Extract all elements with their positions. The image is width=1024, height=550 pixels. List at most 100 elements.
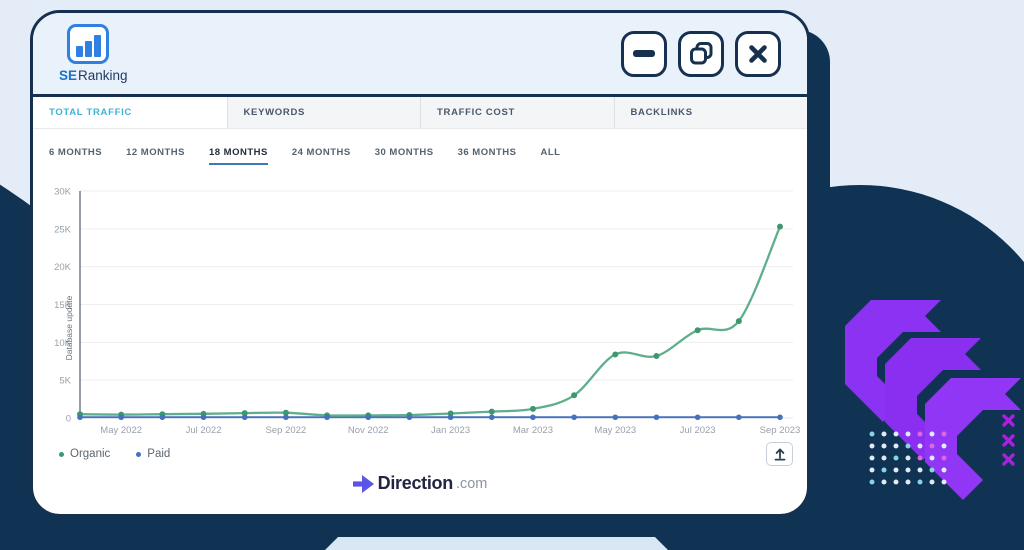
- window-controls: [621, 30, 781, 77]
- chevron-arrows-decor: [845, 300, 1021, 500]
- decor-dot: [917, 431, 923, 437]
- data-point: [200, 414, 207, 421]
- decor-dot: [881, 467, 887, 473]
- bar-chart-icon: [67, 24, 109, 64]
- data-point: [447, 414, 454, 421]
- brand-ranking: Ranking: [78, 68, 128, 83]
- footer-brand-name: Direction: [377, 473, 454, 493]
- data-point: [324, 414, 330, 421]
- decor-dot: [917, 443, 923, 449]
- dots-pattern: [869, 431, 947, 485]
- maximize-button[interactable]: [678, 30, 724, 77]
- decor-dot: [893, 455, 899, 461]
- organic-line: [79, 226, 782, 417]
- data-point: [283, 414, 289, 421]
- data-point: [571, 392, 578, 399]
- x-axis-label: May 2022: [100, 425, 142, 436]
- export-button[interactable]: [766, 442, 793, 466]
- legend-item-organic[interactable]: Organic: [59, 448, 110, 460]
- y-axis-label: 15K: [54, 300, 72, 311]
- data-point: [159, 414, 166, 421]
- decor-dot: [929, 455, 935, 461]
- decor-dot: [929, 479, 935, 485]
- filter-all[interactable]: ALL: [540, 147, 561, 158]
- decor-dot: [941, 455, 947, 461]
- data-point: [241, 414, 248, 421]
- decor-dot: [893, 467, 899, 473]
- bar: [93, 35, 101, 57]
- filter-bar: 6 MONTHS 12 MONTHS 18 MONTHS 24 MONTHS 30 MO…: [49, 147, 807, 171]
- filter-24-months[interactable]: 24 MONTHS: [291, 147, 351, 158]
- filter-6-months[interactable]: 6 MONTHS: [49, 147, 103, 158]
- database-update-label: Database update: [64, 295, 74, 360]
- decor-dot: [929, 467, 935, 473]
- decor-dot: [929, 443, 935, 449]
- decor-dot: [869, 479, 875, 485]
- window-header: SERanking: [33, 13, 807, 97]
- data-point: [694, 327, 701, 334]
- x-marks-pattern: [1002, 414, 1015, 466]
- decor-dot: [905, 431, 911, 437]
- footer-brand[interactable]: Direction .com: [33, 473, 807, 494]
- x-axis-label: Nov 2022: [348, 425, 389, 436]
- data-point: [736, 414, 742, 421]
- filter-36-months[interactable]: 36 MONTHS: [457, 147, 517, 158]
- decor-dot: [869, 431, 875, 437]
- laptop-base-shape: [325, 537, 668, 550]
- decor-dot: [917, 467, 923, 473]
- tab-total-traffic[interactable]: TOTAL TRAFFIC: [33, 97, 227, 128]
- y-axis-label: 10K: [54, 338, 72, 349]
- bar: [75, 46, 83, 57]
- tab-traffic-cost[interactable]: TRAFFIC COST: [420, 97, 614, 128]
- data-point: [406, 414, 413, 421]
- filter-18-months[interactable]: 18 MONTHS: [208, 147, 268, 165]
- tab-bar: TOTAL TRAFFIC KEYWORDS TRAFFIC COST BACKLIN…: [33, 97, 807, 129]
- x-axis-label: Jul 2023: [680, 425, 716, 436]
- brand-text: SERanking: [59, 68, 128, 83]
- decor-dot: [905, 443, 911, 449]
- data-point: [282, 409, 289, 416]
- decor-dot: [905, 467, 911, 473]
- data-point: [241, 410, 248, 417]
- maximize-icon: [689, 42, 712, 65]
- data-point: [653, 414, 660, 421]
- legend-item-paid[interactable]: Paid: [136, 448, 170, 460]
- decor-dot: [941, 443, 947, 449]
- y-axis-label: 20K: [54, 262, 72, 273]
- data-point: [365, 414, 372, 421]
- minimize-icon: [633, 50, 655, 57]
- brand-logo: SERanking: [59, 24, 128, 83]
- decor-dot: [941, 467, 947, 473]
- app-window: SERanking TO: [30, 10, 810, 517]
- decor-dot: [881, 431, 887, 437]
- filter-30-months[interactable]: 30 MONTHS: [374, 147, 434, 158]
- bar: [84, 41, 92, 57]
- data-point: [694, 414, 701, 421]
- data-point: [529, 405, 536, 412]
- minimize-button[interactable]: [621, 30, 667, 77]
- decor-dot: [941, 479, 947, 485]
- decor-dot: [893, 443, 899, 449]
- data-point: [488, 414, 495, 421]
- traffic-chart: 0 5K 10K 15K 20K 25K 30K May 2022 Jul 2022 Sep 20…: [54, 187, 800, 437]
- data-point: [612, 414, 619, 421]
- upload-icon: [774, 448, 785, 461]
- y-axis-label: 30K: [54, 187, 72, 198]
- decor-dot: [917, 455, 923, 461]
- legend-label: Paid: [147, 448, 171, 460]
- x-axis-label: Mar 2023: [513, 425, 553, 436]
- data-point: [118, 414, 124, 421]
- decor-dot: [869, 467, 875, 473]
- data-point: [653, 352, 660, 359]
- close-button[interactable]: [735, 30, 781, 77]
- tab-backlinks[interactable]: BACKLINKS: [613, 97, 808, 128]
- footer-brand-tld: .com: [455, 475, 488, 492]
- decor-dot: [869, 443, 875, 449]
- y-axis-label: 0: [66, 414, 71, 425]
- filter-12-months[interactable]: 12 MONTHS: [126, 147, 185, 158]
- chart-area: 0 5K 10K 15K 20K 25K 30K May 2022 Jul 2022 Sep 20…: [41, 179, 805, 441]
- y-axis-label: 5K: [59, 376, 71, 387]
- decor-dot: [881, 443, 887, 449]
- tab-keywords[interactable]: KEYWORDS: [226, 97, 421, 128]
